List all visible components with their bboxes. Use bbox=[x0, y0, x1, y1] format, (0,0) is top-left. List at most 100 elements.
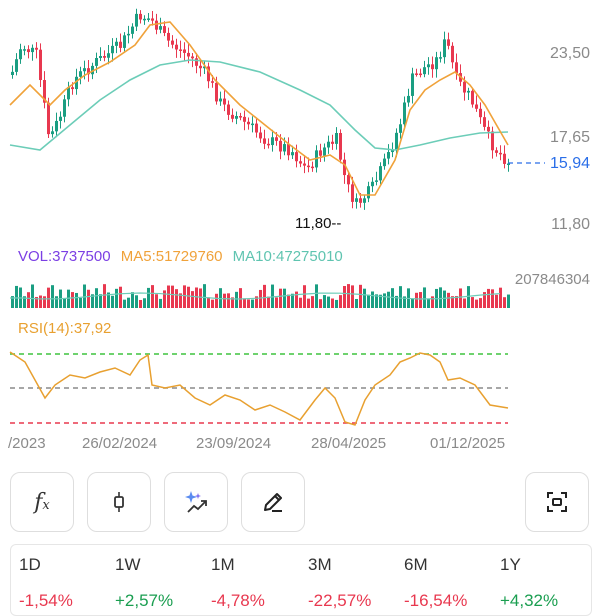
period-change-6m: -16,54% bbox=[404, 591, 468, 610]
candle-body bbox=[487, 126, 490, 132]
volume-bar bbox=[399, 286, 402, 308]
candle-body bbox=[451, 45, 454, 63]
candle-body bbox=[283, 144, 286, 152]
candle-body bbox=[319, 150, 322, 156]
candle-body bbox=[491, 131, 494, 151]
candle-body bbox=[287, 144, 290, 156]
period-label-1y[interactable]: 1Y bbox=[500, 555, 521, 574]
volume-bar bbox=[343, 286, 346, 308]
volume-bar bbox=[103, 284, 106, 308]
volume-bar bbox=[55, 296, 58, 308]
candle-body bbox=[95, 58, 98, 66]
volume-bar bbox=[111, 295, 114, 308]
volume-bar bbox=[379, 294, 382, 308]
candlestick-chart[interactable] bbox=[0, 0, 600, 460]
volume-bar bbox=[431, 296, 434, 308]
candle-body bbox=[395, 132, 398, 150]
draw-button[interactable] bbox=[241, 472, 305, 532]
vol-value: VOL:3737500 bbox=[18, 248, 111, 265]
candle-body bbox=[463, 81, 466, 93]
period-change-1w: +2,57% bbox=[115, 591, 174, 610]
candle-body bbox=[363, 198, 366, 203]
volume-bar bbox=[223, 293, 226, 308]
volume-bar bbox=[415, 292, 418, 308]
candle-body bbox=[147, 18, 150, 20]
candle-body bbox=[131, 26, 134, 34]
candle-body bbox=[279, 140, 282, 152]
candle-body bbox=[307, 165, 310, 168]
price-candles bbox=[11, 8, 510, 210]
candle-body bbox=[299, 161, 302, 164]
period-change-1y: +4,32% bbox=[500, 591, 559, 610]
candle-body bbox=[51, 131, 54, 135]
candle-body bbox=[187, 52, 190, 57]
candle-body bbox=[275, 137, 278, 141]
candle-body bbox=[407, 95, 410, 103]
volume-bar bbox=[255, 296, 258, 308]
volume-bar bbox=[467, 286, 470, 308]
candle-body bbox=[303, 163, 306, 166]
candle-body bbox=[255, 123, 258, 133]
candle-body bbox=[347, 175, 350, 185]
volume-bar bbox=[47, 287, 50, 308]
volume-bar bbox=[91, 294, 94, 308]
period-label-1m[interactable]: 1M bbox=[211, 555, 235, 574]
candle-body bbox=[31, 47, 34, 53]
candle-body bbox=[163, 26, 166, 33]
volume-ma-line bbox=[9, 292, 501, 300]
formula-button[interactable]: fx bbox=[10, 472, 74, 532]
candle-body bbox=[351, 184, 354, 202]
volume-bar bbox=[391, 288, 394, 308]
candle-body bbox=[467, 90, 470, 93]
candle-body bbox=[11, 71, 14, 75]
candle-body bbox=[91, 65, 94, 75]
volume-bar bbox=[475, 299, 478, 308]
candle-body bbox=[419, 73, 422, 76]
candle-body bbox=[99, 56, 102, 59]
period-change-1m: -4,78% bbox=[211, 591, 265, 610]
volume-bar bbox=[503, 297, 506, 308]
fx-icon: fx bbox=[34, 489, 50, 515]
volume-bar bbox=[147, 287, 150, 308]
volume-bar bbox=[179, 293, 182, 308]
volume-bar bbox=[295, 291, 298, 308]
expand-frame-icon bbox=[547, 492, 567, 512]
candle-body bbox=[339, 133, 342, 160]
candle-body bbox=[111, 45, 114, 54]
volume-bar bbox=[291, 293, 294, 308]
candle-body bbox=[239, 116, 242, 118]
price-axis-low: 11,80 bbox=[551, 216, 590, 233]
volume-bar bbox=[403, 296, 406, 308]
candle-body bbox=[75, 76, 78, 90]
period-label-6m[interactable]: 6M bbox=[404, 555, 428, 574]
candle-body bbox=[195, 58, 198, 66]
volume-bar bbox=[183, 285, 186, 308]
period-label-1d[interactable]: 1D bbox=[19, 555, 41, 574]
candle-body bbox=[383, 158, 386, 167]
candle-body bbox=[323, 147, 326, 156]
chart-type-button[interactable] bbox=[87, 472, 151, 532]
volume-bar bbox=[171, 285, 174, 308]
volume-bar bbox=[211, 299, 214, 308]
candle-body bbox=[435, 57, 438, 70]
volume-bar bbox=[491, 289, 494, 308]
volume-bar bbox=[471, 297, 474, 308]
period-label-1w[interactable]: 1W bbox=[115, 555, 141, 574]
volume-bar bbox=[51, 285, 54, 308]
ai-analysis-button[interactable] bbox=[164, 472, 228, 532]
date-label-4: 28/04/2025 bbox=[311, 435, 387, 452]
volume-bar bbox=[387, 291, 390, 308]
candle-body bbox=[259, 132, 262, 139]
candle-body bbox=[179, 49, 182, 51]
candle-body bbox=[483, 117, 486, 127]
volume-bar bbox=[319, 299, 322, 308]
candle-body bbox=[343, 159, 346, 176]
period-label-3m[interactable]: 3M bbox=[308, 555, 332, 574]
volume-bar bbox=[267, 296, 270, 308]
date-label-3: 23/09/2024 bbox=[196, 435, 272, 452]
candle-body bbox=[155, 20, 158, 30]
volume-bar bbox=[187, 286, 190, 308]
volume-bar bbox=[87, 289, 90, 308]
volume-bar bbox=[155, 294, 158, 308]
fullscreen-button[interactable] bbox=[525, 472, 589, 532]
